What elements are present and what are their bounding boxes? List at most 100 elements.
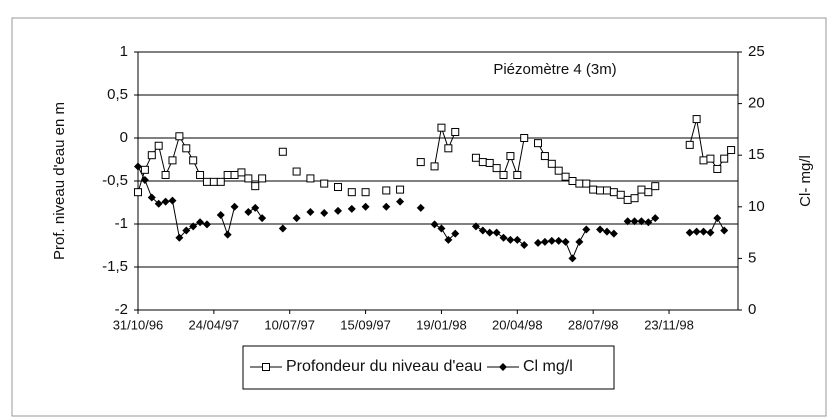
- point: [637, 217, 646, 226]
- point: [513, 235, 522, 244]
- point: [244, 207, 253, 216]
- x-tick-label: 23/11/98: [644, 317, 694, 332]
- point: [547, 236, 556, 245]
- point: [216, 177, 225, 186]
- point: [189, 156, 198, 165]
- point: [278, 224, 287, 233]
- point: [258, 174, 267, 183]
- point: [430, 220, 439, 229]
- series-line: [137, 166, 725, 260]
- point: [506, 235, 515, 244]
- y2-tick-label: 10: [748, 198, 765, 215]
- point: [278, 147, 287, 156]
- point: [651, 214, 660, 223]
- point: [485, 158, 494, 167]
- point: [182, 144, 191, 153]
- y-axis-label: Prof. niveau d'eau en m: [51, 102, 68, 260]
- point: [444, 235, 453, 244]
- point: [568, 254, 577, 263]
- point: [499, 170, 508, 179]
- point: [706, 154, 715, 163]
- point: [685, 140, 694, 149]
- legend-box: [242, 345, 615, 390]
- point: [644, 188, 653, 197]
- point: [534, 238, 542, 247]
- point: [451, 229, 460, 238]
- point: [320, 179, 329, 188]
- point: [258, 214, 267, 223]
- point: [182, 226, 191, 235]
- point: [706, 228, 715, 237]
- point: [692, 115, 701, 124]
- x-tick-label: 24/04/97: [189, 317, 240, 332]
- point: [134, 188, 142, 197]
- point: [437, 224, 446, 233]
- point: [147, 193, 156, 202]
- y-tick-label: -1,5: [102, 258, 128, 275]
- point: [506, 152, 515, 161]
- point: [140, 165, 149, 174]
- point: [361, 188, 370, 197]
- point: [168, 196, 177, 205]
- point: [334, 183, 342, 192]
- point: [720, 226, 729, 235]
- point: [396, 197, 405, 206]
- point: [347, 204, 356, 213]
- point: [713, 164, 722, 173]
- point: [540, 152, 549, 161]
- point: [554, 236, 563, 245]
- point: [306, 207, 315, 216]
- point: [168, 156, 177, 165]
- point: [561, 237, 570, 246]
- point: [396, 185, 405, 194]
- point: [444, 144, 453, 153]
- y2-tick-label: 5: [748, 249, 756, 266]
- point: [602, 186, 611, 195]
- point: [513, 170, 522, 179]
- y2-tick-label: 25: [748, 43, 765, 60]
- legend-label: Profondeur du niveau d'eau: [286, 358, 482, 375]
- y2-tick-label: 15: [748, 146, 765, 163]
- point: [623, 195, 632, 204]
- point: [154, 199, 163, 208]
- point: [651, 182, 660, 191]
- point: [147, 151, 156, 160]
- point: [161, 197, 170, 206]
- point: [499, 233, 508, 242]
- point: [727, 146, 736, 155]
- point: [251, 182, 260, 191]
- point: [596, 186, 605, 195]
- point: [478, 158, 487, 167]
- point: [292, 214, 301, 223]
- point: [382, 186, 391, 195]
- point: [216, 211, 225, 220]
- point: [616, 190, 625, 199]
- point: [334, 206, 342, 215]
- point: [554, 166, 563, 175]
- x-tick-label: 28/07/98: [568, 317, 619, 332]
- point: [320, 208, 329, 217]
- x-tick-label: 31/10/96: [113, 317, 164, 332]
- point: [713, 214, 722, 223]
- y-tick-label: -2: [115, 301, 128, 318]
- point: [471, 153, 480, 162]
- point: [685, 228, 694, 237]
- point: [223, 170, 232, 179]
- point: [568, 177, 577, 185]
- point: [223, 230, 232, 239]
- point: [540, 237, 549, 246]
- legend-marker: [499, 363, 507, 371]
- x-tick-label: 15/09/97: [340, 317, 391, 332]
- point: [589, 185, 598, 194]
- point: [699, 227, 708, 236]
- point: [347, 188, 356, 197]
- point: [430, 162, 439, 171]
- point: [451, 127, 460, 136]
- point: [630, 194, 639, 203]
- point: [609, 229, 618, 238]
- point: [154, 141, 163, 150]
- x-tick-label: 20/04/98: [492, 317, 543, 332]
- point: [292, 167, 301, 176]
- point: [520, 240, 529, 249]
